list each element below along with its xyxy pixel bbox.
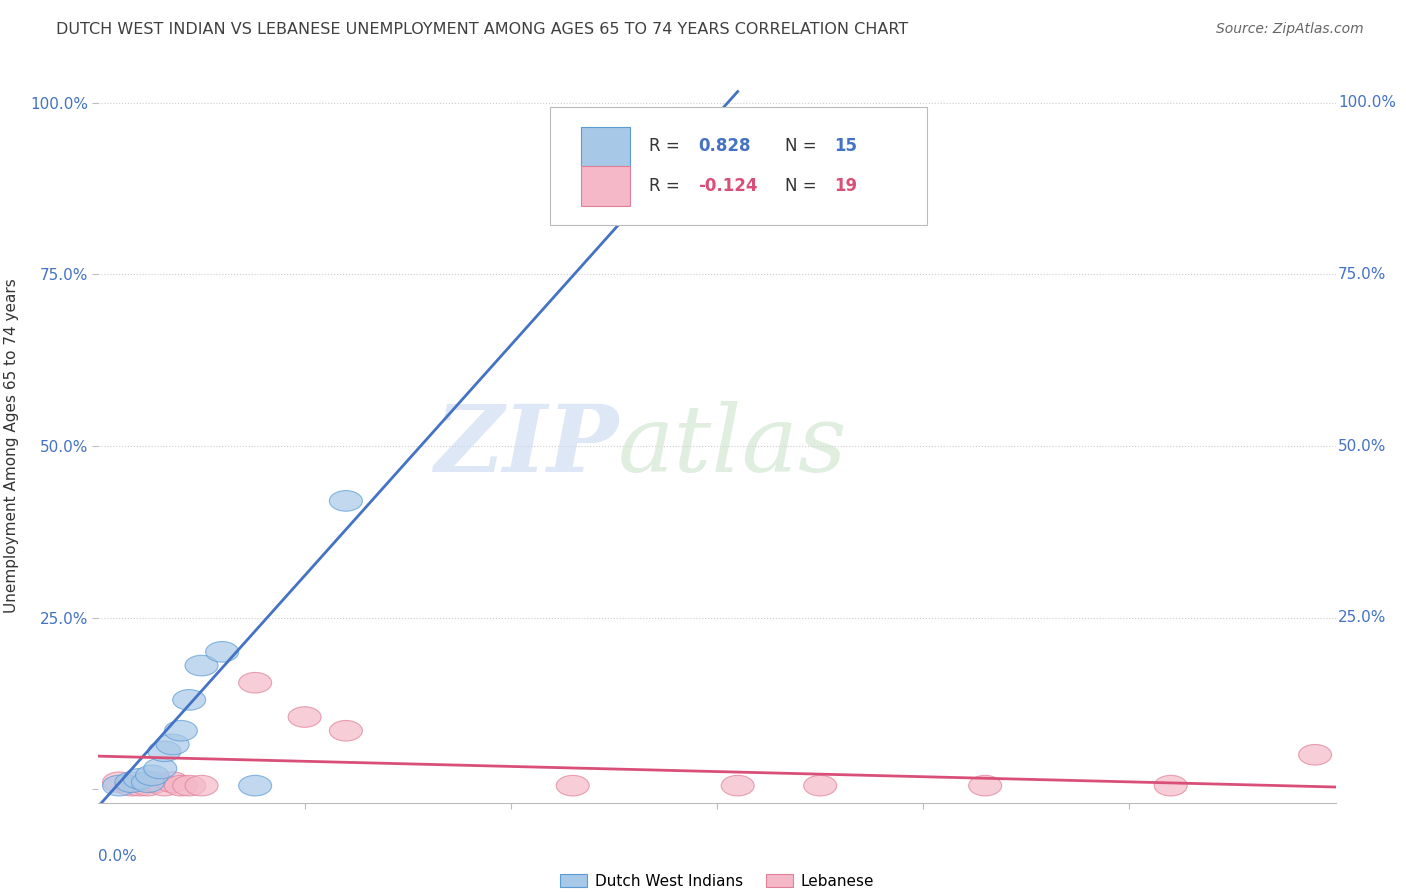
Ellipse shape — [131, 775, 165, 796]
Text: 100.0%: 100.0% — [1339, 95, 1396, 111]
Ellipse shape — [721, 775, 754, 796]
Ellipse shape — [1299, 745, 1331, 765]
Text: 0.0%: 0.0% — [98, 849, 138, 864]
Ellipse shape — [329, 491, 363, 511]
Text: N =: N = — [785, 177, 823, 194]
Text: Source: ZipAtlas.com: Source: ZipAtlas.com — [1216, 22, 1364, 37]
Ellipse shape — [173, 690, 205, 710]
Ellipse shape — [103, 775, 135, 796]
Text: R =: R = — [650, 137, 685, 155]
Ellipse shape — [156, 734, 190, 755]
Ellipse shape — [115, 772, 148, 792]
Ellipse shape — [186, 656, 218, 676]
Ellipse shape — [165, 721, 197, 741]
Ellipse shape — [700, 110, 734, 130]
Ellipse shape — [148, 741, 181, 762]
Ellipse shape — [557, 775, 589, 796]
Ellipse shape — [329, 721, 363, 741]
Legend: Dutch West Indians, Lebanese: Dutch West Indians, Lebanese — [554, 868, 880, 892]
Text: 75.0%: 75.0% — [1339, 267, 1386, 282]
Ellipse shape — [205, 641, 239, 662]
Ellipse shape — [139, 772, 173, 792]
Ellipse shape — [124, 769, 156, 789]
Ellipse shape — [239, 775, 271, 796]
FancyBboxPatch shape — [581, 127, 630, 166]
Text: atlas: atlas — [619, 401, 848, 491]
Text: 50.0%: 50.0% — [1339, 439, 1386, 453]
Ellipse shape — [239, 673, 271, 693]
Text: 25.0%: 25.0% — [1339, 610, 1386, 625]
Ellipse shape — [1154, 775, 1187, 796]
Text: 19: 19 — [835, 177, 858, 194]
Text: DUTCH WEST INDIAN VS LEBANESE UNEMPLOYMENT AMONG AGES 65 TO 74 YEARS CORRELATION: DUTCH WEST INDIAN VS LEBANESE UNEMPLOYME… — [56, 22, 908, 37]
Ellipse shape — [135, 765, 169, 786]
Text: ZIP: ZIP — [434, 401, 619, 491]
Ellipse shape — [143, 758, 177, 779]
Ellipse shape — [969, 775, 1001, 796]
Ellipse shape — [288, 706, 321, 727]
Text: -0.124: -0.124 — [699, 177, 758, 194]
Ellipse shape — [124, 775, 156, 796]
Ellipse shape — [131, 772, 165, 792]
Text: 15: 15 — [835, 137, 858, 155]
Ellipse shape — [173, 775, 205, 796]
Ellipse shape — [148, 775, 181, 796]
Ellipse shape — [165, 775, 197, 796]
Text: R =: R = — [650, 177, 685, 194]
Ellipse shape — [186, 775, 218, 796]
Ellipse shape — [804, 775, 837, 796]
Text: N =: N = — [785, 137, 823, 155]
Ellipse shape — [103, 772, 135, 792]
Ellipse shape — [115, 775, 148, 796]
FancyBboxPatch shape — [550, 107, 928, 225]
Y-axis label: Unemployment Among Ages 65 to 74 years: Unemployment Among Ages 65 to 74 years — [4, 278, 18, 614]
Ellipse shape — [156, 772, 190, 792]
FancyBboxPatch shape — [581, 166, 630, 205]
Text: 0.828: 0.828 — [699, 137, 751, 155]
